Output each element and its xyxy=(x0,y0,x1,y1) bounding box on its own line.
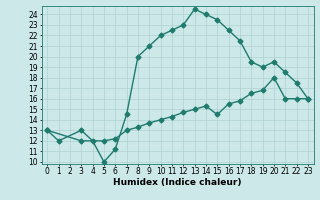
X-axis label: Humidex (Indice chaleur): Humidex (Indice chaleur) xyxy=(113,178,242,187)
